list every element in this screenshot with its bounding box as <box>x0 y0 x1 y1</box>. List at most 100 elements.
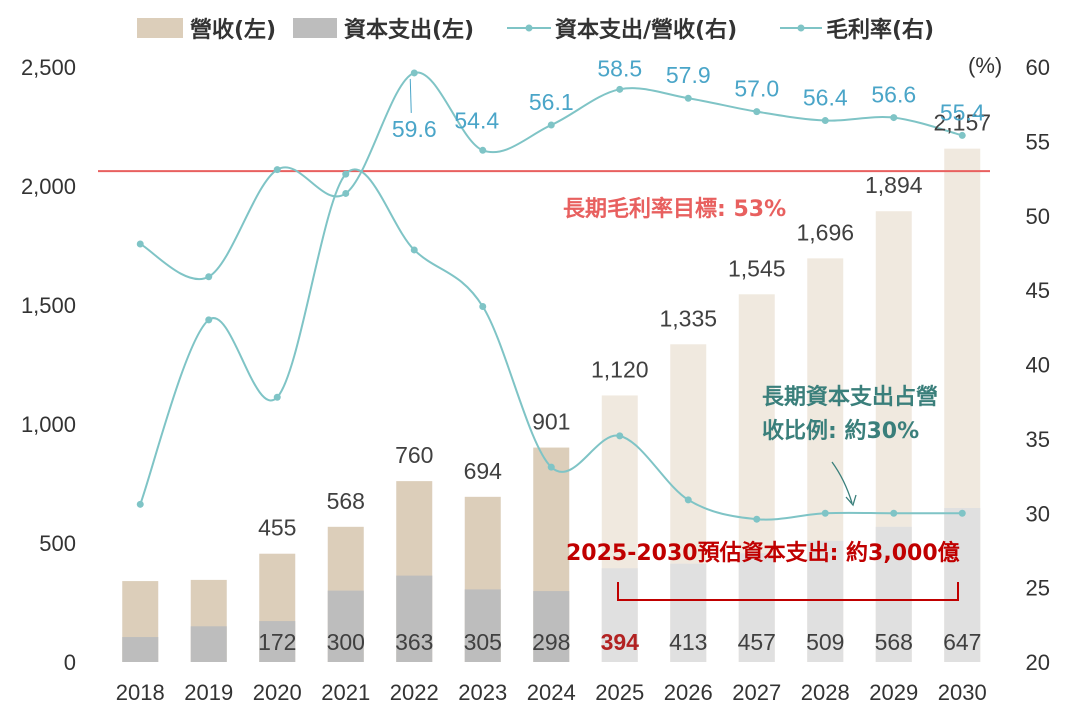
gross-margin-value-label: 58.5 <box>597 55 642 81</box>
capex-bar <box>533 591 570 662</box>
capex-ratio-point <box>136 500 144 508</box>
capex-ratio-point <box>410 246 418 254</box>
capex-ratio-point <box>479 302 487 310</box>
capex-bar <box>327 590 364 662</box>
gross-margin-point <box>684 94 692 102</box>
x-axis-ticks: 2018 2019 2020 2021 2022 2023 2024 2025 2026 2027… <box>116 680 987 705</box>
gross-margin-value-label: 57.9 <box>666 62 711 88</box>
capex-bar <box>601 568 638 662</box>
gross-margin-point <box>342 189 350 197</box>
gross-margin-value-label: 59.6 <box>392 116 437 142</box>
capex-ratio-point <box>547 463 555 471</box>
revenue-value-label: 694 <box>464 458 503 484</box>
x-tick-label: 2029 <box>869 680 918 705</box>
right-tick-label: 45 <box>1026 278 1050 303</box>
gross-margin-value-label: 56.6 <box>871 82 916 108</box>
left-tick-label: 1,000 <box>21 412 76 437</box>
capex-value-label: 457 <box>738 629 776 655</box>
x-tick-label: 2027 <box>732 680 781 705</box>
revenue-value-label: 455 <box>258 515 296 541</box>
capex-bar <box>944 508 981 662</box>
left-axis-ticks: 0 500 1,000 1,500 2,000 2,500 <box>21 55 76 675</box>
gross-margin-value-label: 57.0 <box>734 76 779 102</box>
capex-value-label: 363 <box>395 629 433 655</box>
capex-value-label: 568 <box>875 629 913 655</box>
x-tick-label: 2021 <box>321 680 370 705</box>
capex-ratio-point <box>821 509 829 517</box>
gross-margin-point <box>821 117 829 125</box>
legend-label-revenue: 營收(左) <box>190 17 276 43</box>
capex-ratio-point <box>684 496 692 504</box>
gross-margin-point <box>479 146 487 154</box>
capex-ratio-point <box>890 509 898 517</box>
capex-total-annotation: 2025-2030預估資本支出: 約3,000億 <box>566 540 960 566</box>
capex-ratio-arrow <box>831 461 853 504</box>
gross-margin-point <box>616 85 624 93</box>
gross-margin-value-label: 55.4 <box>940 99 985 125</box>
x-tick-label: 2024 <box>527 680 576 705</box>
revenue-value-label: 760 <box>395 442 433 468</box>
right-axis-unit: (%) <box>968 53 1002 78</box>
right-tick-label: 50 <box>1026 204 1050 229</box>
left-tick-label: 0 <box>64 650 76 675</box>
legend-swatch-revenue <box>137 18 183 38</box>
capex-bar <box>122 637 159 662</box>
revenue-value-label: 1,545 <box>728 255 786 281</box>
gross-margin-line <box>139 71 963 280</box>
gross-margin-label-leader <box>409 78 412 113</box>
capex-ratio-point <box>753 515 761 523</box>
capex-value-label: 298 <box>532 629 570 655</box>
capex-bar <box>875 526 912 662</box>
gross-margin-point <box>958 131 966 139</box>
gross-margin-point <box>205 273 213 281</box>
capex-bar <box>259 621 296 662</box>
revenue-value-label: 1,696 <box>796 219 854 245</box>
left-tick-label: 2,000 <box>21 174 76 199</box>
gross-margin-value-label: 56.1 <box>529 89 574 115</box>
legend-label-capex-ratio: 資本支出/營收(右) <box>555 17 737 43</box>
right-tick-label: 35 <box>1026 427 1050 452</box>
right-tick-label: 30 <box>1026 501 1050 526</box>
capex-value-label: 172 <box>258 629 296 655</box>
capex-ratio-point <box>616 432 624 440</box>
line-series <box>136 69 966 523</box>
capex-bar <box>670 563 707 662</box>
capex-ratio-point <box>205 316 213 324</box>
capex-bar <box>807 540 844 662</box>
x-tick-label: 2030 <box>938 680 987 705</box>
left-tick-label: 500 <box>39 531 76 556</box>
gross-margin-value-label: 54.4 <box>454 107 499 133</box>
capex-value-label: 305 <box>464 629 502 655</box>
revenue-value-label: 568 <box>327 488 365 514</box>
x-tick-label: 2022 <box>390 680 439 705</box>
x-tick-label: 2025 <box>595 680 644 705</box>
legend-label-gross-margin: 毛利率(右) <box>826 17 934 43</box>
capex-value-label: 509 <box>806 629 844 655</box>
right-axis-ticks: 20 25 30 35 40 45 50 55 60 <box>1026 55 1050 675</box>
x-tick-label: 2023 <box>458 680 507 705</box>
capex-ratio-arrowhead <box>845 494 857 507</box>
capex-value-label: 647 <box>943 629 981 655</box>
right-tick-label: 60 <box>1026 55 1050 80</box>
right-tick-label: 20 <box>1026 650 1050 675</box>
legend-marker-gross-margin <box>797 24 805 32</box>
revenue-value-label: 1,894 <box>865 172 923 198</box>
capex-value-label: 413 <box>669 629 707 655</box>
data-labels: 455 568 760 694 901 1,120 1,335 1,545 1,696 1,894… <box>258 55 991 655</box>
x-tick-label: 2018 <box>116 680 165 705</box>
x-tick-label: 2019 <box>184 680 233 705</box>
x-tick-label: 2020 <box>253 680 302 705</box>
capex-ratio-line <box>139 168 963 521</box>
gross-margin-point <box>547 121 555 129</box>
capex-bar <box>190 626 227 662</box>
revenue-value-label: 901 <box>532 409 570 435</box>
capex-bars <box>122 508 981 662</box>
left-tick-label: 2,500 <box>21 55 76 80</box>
legend-label-capex: 資本支出(左) <box>344 17 474 43</box>
right-tick-label: 25 <box>1026 576 1050 601</box>
revenue-value-label: 1,120 <box>591 356 649 382</box>
gross-margin-point <box>136 240 144 248</box>
right-tick-label: 55 <box>1026 129 1050 154</box>
gross-margin-point <box>890 114 898 122</box>
